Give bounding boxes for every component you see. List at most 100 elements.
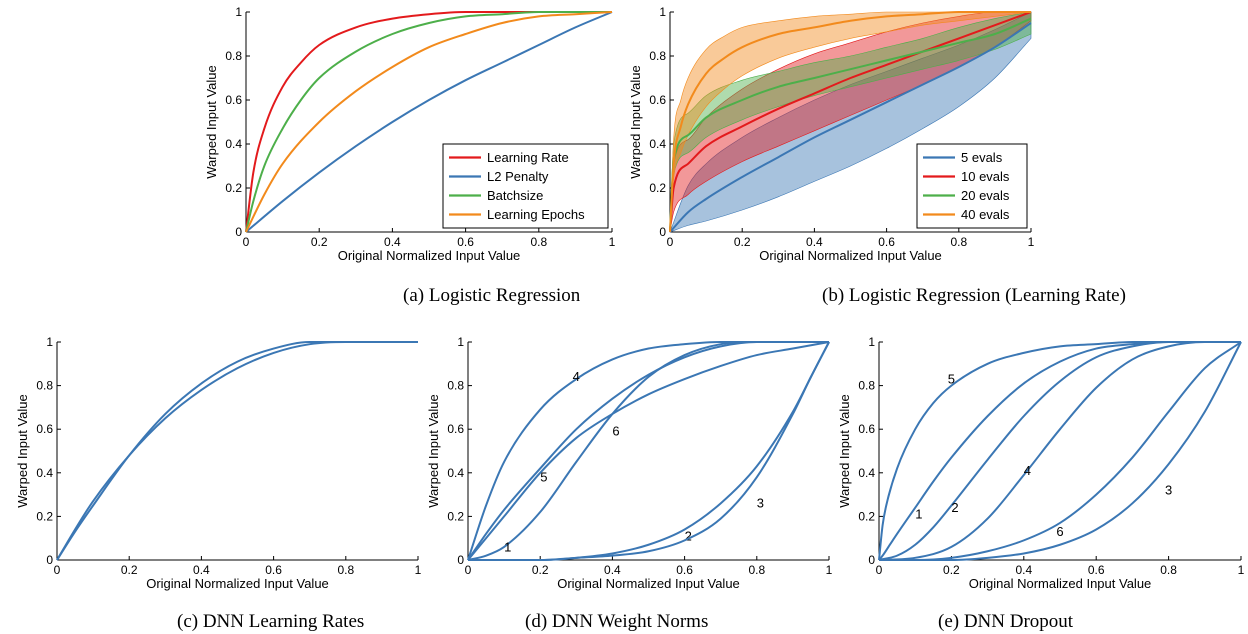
x-tick-label: 0.2 [943,563,960,577]
x-tick-label: 0.8 [1160,563,1177,577]
curve-label: 4 [1024,463,1031,478]
x-tick-label: 0.8 [337,563,354,577]
x-tick-label: 0.8 [950,235,967,249]
legend: Learning Rate L2 Penalty Batchsize Learning… [442,143,609,229]
y-tick-label: 0.4 [649,137,666,151]
legend-entry: 20 evals [961,188,1010,203]
y-tick-label: 1 [868,335,875,349]
legend-entry: Learning Rate [487,150,569,165]
legend-entry: Batchsize [487,188,543,203]
chart-panel-c: 0 0.2 0.4 0.6 0.8 1 0 0.2 0.4 0.6 0.8 1 Original Nor… [15,335,422,632]
series-line-6 [467,341,830,561]
x-tick-label: 0.4 [384,235,401,249]
x-tick-label: 0 [876,563,883,577]
x-tick-label: 1 [609,235,616,249]
y-axis-label: Warped Input Value [628,65,643,178]
legend-entry: 40 evals [961,207,1010,222]
x-tick-label: 0.8 [530,235,547,249]
x-tick-label: 0.4 [806,235,823,249]
x-tick-label: 0 [243,235,250,249]
chart-caption: (e) DNN Dropout [938,611,1074,632]
y-tick-label: 0.6 [36,422,53,436]
legend: 5 evals 10 evals 20 evals 40 evals [916,143,1028,229]
curve-label: 1 [504,539,511,554]
x-tick-label: 0.6 [457,235,474,249]
curve-label: 5 [948,371,955,386]
curve-label: 6 [1056,524,1063,539]
y-axis-label: Warped Input Value [426,394,441,507]
x-tick-label: 0.2 [532,563,549,577]
chart-panel-b: 0 0.2 0.4 0.6 0.8 1 0 0.2 0.4 0.6 0.8 1 Original Nor… [628,5,1126,306]
y-tick-label: 0.2 [649,181,666,195]
y-tick-label: 1 [457,335,464,349]
mean-line-1 [669,22,1032,233]
y-tick-label: 0.8 [858,379,875,393]
mean-line-4 [669,10,1031,233]
series-line-4 [878,341,1241,561]
series-line-2 [56,341,418,561]
x-axis-label: Original Normalized Input Value [759,248,942,263]
y-axis-label: Warped Input Value [15,394,30,507]
series-line-3 [468,341,830,562]
y-tick-label: 0.8 [36,379,53,393]
x-tick-label: 1 [415,563,422,577]
x-tick-label: 0 [667,235,674,249]
y-tick-label: 0.2 [858,509,875,523]
x-tick-label: 0.2 [734,235,751,249]
series-line-2 [245,11,613,233]
y-tick-label: 0.2 [36,509,53,523]
x-tick-label: 0 [54,563,61,577]
y-tick-label: 0 [46,553,53,567]
y-tick-label: 1 [235,5,242,19]
x-axis-label: Original Normalized Input Value [557,576,740,591]
y-tick-label: 0.8 [447,379,464,393]
series-line-6 [879,341,1242,561]
legend-entry: 5 evals [961,150,1003,165]
series-line-1 [56,341,418,561]
x-tick-label: 1 [1028,235,1035,249]
y-tick-label: 0.4 [225,137,242,151]
x-tick-label: 1 [1238,563,1245,577]
y-tick-label: 0.8 [649,49,666,63]
chart-panel-e: 0 0.2 0.4 0.6 0.8 1 0 0.2 0.4 0.6 0.8 1 Original Nor… [837,335,1245,632]
curve-label: 5 [540,470,547,485]
x-tick-label: 0.6 [1088,563,1105,577]
chart-caption: (a) Logistic Regression [403,285,581,306]
series-line-5 [878,341,1241,561]
series-line-4 [245,11,613,233]
y-tick-label: 0 [659,225,666,239]
curve-label: 2 [951,500,958,515]
x-axis-label: Original Normalized Input Value [146,576,329,591]
curve-label: 3 [757,496,764,511]
curve-label: 3 [1165,483,1172,498]
x-tick-label: 0.4 [193,563,210,577]
mean-line-3 [669,17,1032,233]
x-axis-label: Original Normalized Input Value [969,576,1152,591]
y-tick-label: 0.4 [447,466,464,480]
chart-caption: (d) DNN Weight Norms [525,611,708,632]
y-axis-label: Warped Input Value [837,394,852,507]
series-line-3 [879,341,1242,561]
mean-line-2 [669,11,1032,233]
chart-panel-d: 0 0.2 0.4 0.6 0.8 1 0 0.2 0.4 0.6 0.8 1 Original Nor… [426,335,833,632]
y-tick-label: 0.8 [225,49,242,63]
y-tick-label: 0.2 [447,509,464,523]
x-tick-label: 0.4 [1015,563,1032,577]
x-tick-label: 0.2 [121,563,138,577]
chart-caption: (b) Logistic Regression (Learning Rate) [822,285,1126,306]
y-tick-label: 0.6 [858,422,875,436]
x-tick-label: 0.6 [676,563,693,577]
x-axis-label: Original Normalized Input Value [338,248,521,263]
y-tick-label: 0 [457,553,464,567]
legend-entry: Learning Epochs [487,207,585,222]
x-tick-label: 0.2 [311,235,328,249]
x-tick-label: 0.8 [748,563,765,577]
y-tick-label: 0.6 [225,93,242,107]
x-tick-label: 0.4 [604,563,621,577]
y-tick-label: 0 [868,553,875,567]
y-tick-label: 0.6 [447,422,464,436]
x-tick-label: 0.6 [265,563,282,577]
curve-label: 2 [685,528,692,543]
curve-label: 6 [612,424,619,439]
